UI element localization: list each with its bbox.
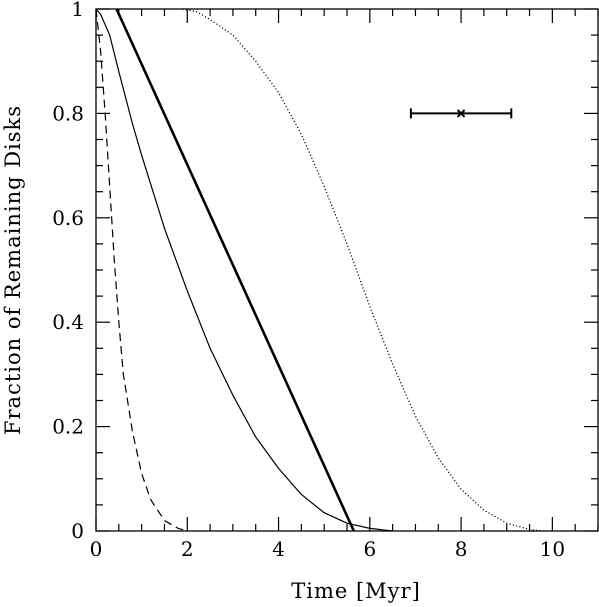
x-tick-label: 6 (363, 537, 376, 561)
y-tick-label: 0.2 (52, 415, 84, 439)
y-tick-label: 1 (71, 0, 84, 21)
x-tick-label: 4 (272, 537, 285, 561)
plot-frame (95, 8, 599, 532)
series-line-dotted (182, 8, 544, 532)
series-line-thick-solid (115, 8, 356, 532)
x-tick-label: 2 (181, 537, 194, 561)
x-tick-label: 8 (455, 537, 468, 561)
x-tick-label: 10 (540, 537, 565, 561)
y-tick-label: 0 (71, 519, 84, 543)
y-tick-label: 0.4 (52, 310, 84, 334)
annotation-group (409, 108, 513, 119)
tick-labels: 0 2 4 6 8 10 0 0.2 0.4 0.6 0.8 1 (52, 0, 565, 561)
y-axis-title: Fraction of Remaining Disks (1, 105, 25, 435)
series-group (95, 8, 544, 532)
x-axis-title: Time [Myr] (291, 579, 421, 603)
series-line-thin-solid (95, 8, 393, 532)
series-line-dashed (95, 8, 188, 532)
errorbar-marker-x (456, 109, 466, 118)
y-tick-label: 0.8 (52, 101, 84, 125)
axis-ticks (95, 8, 599, 532)
y-tick-label: 0.6 (52, 206, 84, 230)
x-tick-label: 0 (90, 537, 103, 561)
